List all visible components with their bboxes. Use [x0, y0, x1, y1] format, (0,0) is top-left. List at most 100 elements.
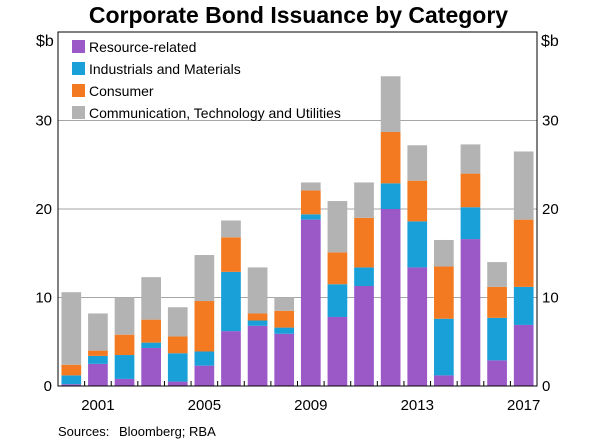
bar-2003-series-4: [141, 277, 161, 320]
bar-2002-series-4: [114, 297, 135, 335]
bar-2017-series-3: [513, 219, 534, 287]
x-tick-2013: 2013: [401, 397, 434, 414]
bar-2012-series-2: [380, 183, 401, 209]
bar-2014-series-2: [434, 318, 454, 376]
bar-2001-series-1: [88, 363, 108, 386]
bar-2004-series-2: [167, 353, 188, 382]
bar-2012-series-4: [380, 76, 401, 133]
bar-2006-series-2: [221, 271, 241, 332]
bar-2011-series-4: [354, 182, 374, 218]
bar-2011-series-3: [354, 217, 374, 268]
bar-2002-series-2: [114, 355, 135, 379]
bar-2006-series-3: [221, 237, 241, 272]
legend-label-1: Resource-related: [89, 39, 196, 55]
bar-2017-series-1: [513, 324, 534, 386]
bar-2000-series-1: [61, 384, 82, 386]
bar-2012-series-1: [380, 209, 401, 386]
bar-2010-series-1: [327, 316, 348, 386]
bar-2017-series-2: [513, 286, 534, 325]
bar-2016-series-1: [487, 360, 507, 386]
legend-label-3: Consumer: [89, 83, 154, 99]
bar-2013-series-1: [407, 267, 428, 386]
bar-2015-series-2: [460, 207, 481, 240]
gridlines: [58, 120, 537, 298]
bar-2001-series-2: [88, 355, 108, 364]
bar-2003-series-1: [141, 347, 161, 386]
bar-2001-series-3: [88, 350, 108, 356]
bar-2007-series-1: [247, 325, 268, 386]
x-tick-2017: 2017: [507, 397, 540, 414]
bar-2002-series-3: [114, 334, 135, 356]
bar-2007-series-4: [247, 267, 268, 314]
y-tick-right-10: 10: [542, 290, 559, 307]
bar-2016-series-4: [487, 262, 507, 287]
source-note: Sources: Bloomberg; RBA: [58, 424, 222, 439]
bar-2000-series-3: [61, 364, 82, 376]
bar-2005-series-1: [194, 365, 215, 386]
y-unit-left: $b: [36, 33, 54, 50]
bar-2010-series-4: [327, 201, 348, 253]
bar-2009-series-3: [300, 190, 321, 215]
legend-swatch-3: [72, 84, 85, 97]
bar-2004-series-3: [167, 336, 188, 354]
bar-2008-series-3: [274, 310, 295, 328]
bar-2011-series-2: [354, 267, 374, 286]
bar-2016-series-2: [487, 317, 507, 361]
ticks: 0 0 10 10 20 20 30 30 2001 2005 2009 2013 2017: [35, 113, 558, 415]
y-tick-right-0: 0: [542, 378, 550, 395]
bar-2013-series-2: [407, 221, 428, 268]
bar-2004-series-1: [167, 381, 188, 386]
chart-title: Corporate Bond Issuance by Category: [88, 2, 509, 28]
source-text: Bloomberg; RBA: [118, 424, 216, 439]
bar-2017-series-4: [513, 151, 534, 220]
bar-2005-series-2: [194, 351, 215, 366]
bar-2006-series-1: [221, 331, 241, 386]
bar-2003-series-3: [141, 319, 161, 343]
bar-2014-series-1: [434, 375, 454, 386]
bar-2009-series-1: [300, 219, 321, 386]
bar-2014-series-4: [434, 239, 454, 267]
bar-2008-series-2: [274, 327, 295, 334]
bar-2010-series-3: [327, 252, 348, 285]
y-tick-left-0: 0: [44, 378, 52, 395]
bar-2014-series-3: [434, 266, 454, 319]
y-tick-right-30: 30: [542, 113, 559, 130]
bar-2002-series-1: [114, 378, 135, 386]
y-tick-left-10: 10: [35, 290, 52, 307]
bar-2004-series-4: [167, 307, 188, 337]
bar-2010-series-2: [327, 284, 348, 317]
bar-2009-series-4: [300, 182, 321, 191]
bar-2016-series-3: [487, 286, 507, 318]
y-tick-left-20: 20: [35, 201, 52, 218]
legend-swatch-4: [72, 106, 85, 119]
legend-swatch-2: [72, 62, 85, 75]
bar-2011-series-1: [354, 285, 374, 386]
bar-2012-series-3: [380, 132, 401, 184]
x-tick-2009: 2009: [294, 397, 327, 414]
legend: Resource-related Industrials and Material…: [72, 39, 341, 121]
y-tick-left-30: 30: [35, 113, 52, 130]
bar-2015-series-4: [460, 144, 481, 174]
bar-2015-series-3: [460, 173, 481, 208]
bar-2008-series-4: [274, 297, 295, 311]
bar-2003-series-2: [141, 342, 161, 348]
y-unit-right: $b: [541, 33, 559, 50]
x-tick-2005: 2005: [188, 397, 221, 414]
bars: [61, 76, 534, 386]
legend-label-4: Communication, Technology and Utilities: [89, 105, 341, 121]
bar-2000-series-2: [61, 375, 82, 385]
y-tick-right-20: 20: [542, 201, 559, 218]
bar-2015-series-1: [460, 239, 481, 386]
bar-2008-series-1: [274, 333, 295, 386]
bar-2009-series-2: [300, 214, 321, 220]
bar-2005-series-4: [194, 255, 215, 302]
bar-2007-series-3: [247, 313, 268, 321]
source-label: Sources:: [58, 424, 110, 439]
bar-2013-series-3: [407, 180, 428, 222]
bar-2005-series-3: [194, 301, 215, 352]
x-tick-2001: 2001: [81, 397, 114, 414]
bar-2006-series-4: [221, 220, 241, 238]
bar-2000-series-4: [61, 292, 82, 365]
legend-swatch-1: [72, 40, 85, 53]
